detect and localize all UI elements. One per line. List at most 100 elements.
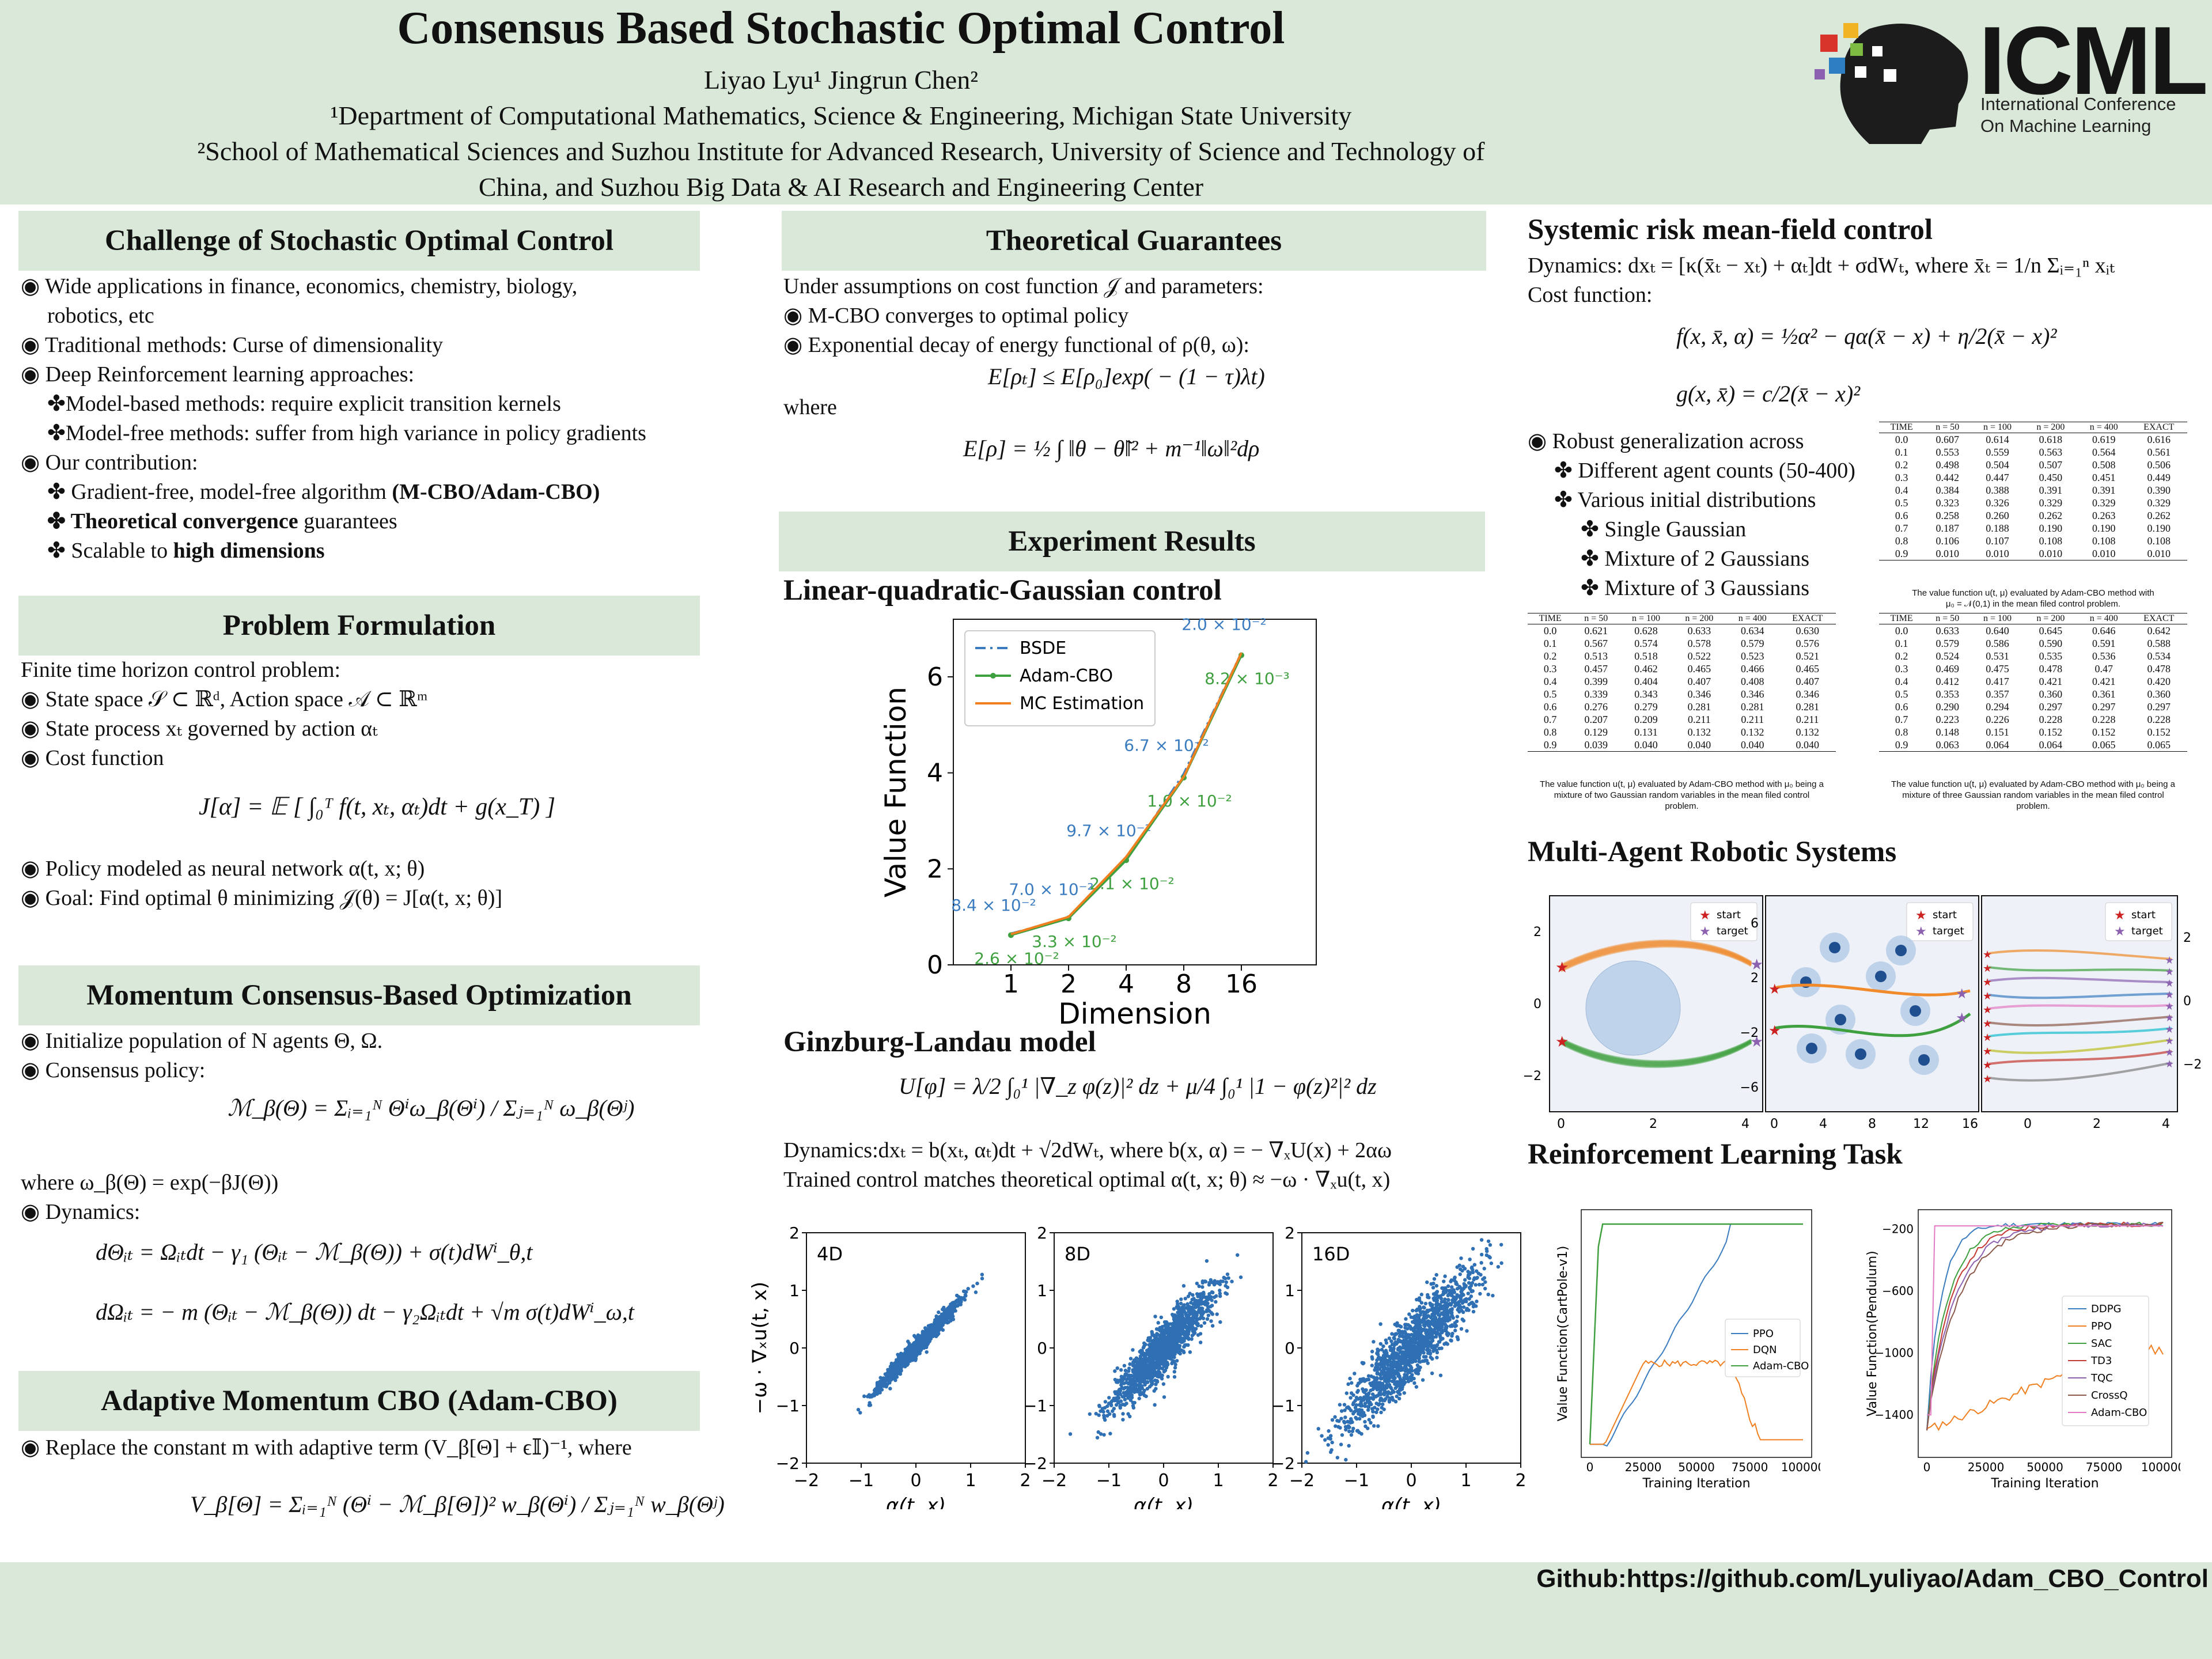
scatter-point (941, 1307, 945, 1312)
scatter-point (1385, 1384, 1389, 1389)
scatter-point (1425, 1280, 1429, 1285)
scatter-point (1156, 1353, 1161, 1357)
scatter-point (1467, 1272, 1471, 1277)
scatter-point (1094, 1411, 1098, 1416)
systemic-body: Dynamics: dxₜ = [κ(x̄ₜ − xₜ) + αₜ]dt + σ… (1528, 251, 2207, 310)
scatter-point (980, 1272, 984, 1277)
data-label: 1.0 × 10⁻² (1147, 791, 1232, 810)
scatter-point (1154, 1387, 1158, 1391)
experiments-heading: Experiment Results (779, 512, 1485, 571)
scatter-point (1372, 1340, 1376, 1344)
scatter-point (945, 1313, 949, 1317)
scatter-point (1402, 1355, 1407, 1359)
scatter-point (1191, 1293, 1195, 1297)
trajectory-line (1774, 1013, 1971, 1037)
table-row: 0.4 0.384 0.388 0.391 0.391 0.390 (1879, 484, 2187, 497)
trajectory-line (1560, 1041, 1752, 1069)
legend-box (2062, 1296, 2149, 1426)
table-cell: 0.107 (1986, 535, 2009, 547)
scatter-point (1376, 1347, 1380, 1351)
scatter-point (1326, 1443, 1330, 1447)
scatter-point (1153, 1345, 1157, 1349)
table-row: 0.5 0.353 0.357 0.360 0.361 0.360 (1879, 688, 2187, 700)
scatter-point (1421, 1317, 1425, 1321)
scatter-point (1134, 1364, 1138, 1369)
scatter-point (1166, 1374, 1170, 1379)
table-cell: 0.297 (2039, 701, 2063, 713)
scatter-point (1427, 1330, 1431, 1334)
scatter-point (1389, 1339, 1393, 1343)
scatter-point (1437, 1312, 1441, 1317)
target-marker-icon: ★ (1699, 925, 1711, 939)
scatter-point (868, 1403, 873, 1407)
scatter-point (1410, 1373, 1414, 1377)
scatter-point (918, 1338, 922, 1342)
scatter-point (1133, 1385, 1137, 1389)
scatter-point (1121, 1377, 1125, 1382)
table-cell: 0.262 (2147, 510, 2171, 521)
scatter-point (925, 1332, 929, 1337)
table-cell: 0.504 (1986, 459, 2009, 471)
scatter-point (1179, 1297, 1183, 1301)
table-cell: 0.339 (1584, 688, 1608, 700)
scatter-point (915, 1339, 919, 1343)
scatter-point (1149, 1353, 1153, 1357)
scatter-point (1440, 1286, 1444, 1290)
scatter-point (934, 1316, 939, 1320)
scatter-point (1188, 1350, 1192, 1354)
agent-star-icon: ★ (1983, 963, 1992, 975)
scatter-point (1431, 1349, 1435, 1353)
target-marker-icon: ★ (1915, 925, 1927, 939)
scatter-point (1191, 1325, 1195, 1330)
scatter-point (1371, 1410, 1375, 1414)
y-tick-label: 2 (789, 1224, 800, 1243)
scatter-point (1113, 1369, 1117, 1373)
scatter-point (1196, 1333, 1200, 1337)
scatter-point (1375, 1394, 1379, 1398)
table-cell: 0.524 (1936, 650, 1960, 662)
scatter-point (1398, 1388, 1402, 1392)
table-cell: 0.4 (1895, 676, 1908, 687)
legend-label: DQN (1753, 1344, 1777, 1356)
table-cell: 0.522 (1687, 650, 1711, 662)
scatter-point (1122, 1391, 1126, 1395)
scatter-point (1199, 1291, 1203, 1296)
scatter-point (1316, 1427, 1320, 1431)
scatter-point (918, 1347, 923, 1351)
x-tick-label: 8 (1176, 969, 1192, 999)
scatter-point (1370, 1350, 1374, 1354)
table-cell: 0.646 (2092, 625, 2116, 637)
table-cell: 0.3 (1895, 472, 1908, 483)
trajectory-line (1560, 940, 1752, 967)
target-star-icon: ★ (1750, 1033, 1763, 1051)
scatter-point (1128, 1357, 1133, 1361)
table-cell: 0.508 (2092, 459, 2116, 471)
start-star-icon: ★ (1555, 959, 1569, 976)
scatter-point (1387, 1355, 1392, 1359)
scatter-point (1119, 1368, 1123, 1372)
scatter-point (1427, 1296, 1431, 1300)
scatter-point (938, 1320, 942, 1324)
scatter-point (1330, 1418, 1335, 1422)
legend-label: Adam-CBO (1753, 1360, 1809, 1372)
scatter-point (1403, 1325, 1407, 1330)
terminal-cost-equation: g(x, x̄) = c/2(x̄ − x)² (1676, 381, 1861, 407)
scatter-point (1413, 1368, 1418, 1373)
github-link[interactable]: Github:https://github.com/Lyuliyao/Adam_… (1536, 1565, 2209, 1593)
trajectory-line (1988, 966, 2172, 972)
scatter-point (925, 1350, 929, 1354)
x-tick-label: −2 (1289, 1471, 1315, 1491)
scatter-point (1378, 1322, 1382, 1326)
table-cell: 0.447 (1986, 472, 2009, 483)
legend-label: TQC (2090, 1372, 2113, 1384)
scatter-point (1407, 1312, 1411, 1316)
x-tick-label: 2 (1060, 969, 1077, 999)
scatter-point (1479, 1252, 1484, 1257)
y-tick-label: 1 (789, 1281, 800, 1300)
table-cell: 0.9 (1879, 738, 1925, 752)
scatter-point (1333, 1415, 1337, 1419)
scatter-point (1421, 1337, 1425, 1342)
table-cell: 0.5 (1895, 497, 1908, 509)
y-axis-label: −ω · ∇ₓu(t, x) (749, 1282, 771, 1414)
mcbo-body-2: where ω_β(Θ) = exp(−βJ(Θ)) ◉ Dynamics: (21, 1168, 712, 1227)
